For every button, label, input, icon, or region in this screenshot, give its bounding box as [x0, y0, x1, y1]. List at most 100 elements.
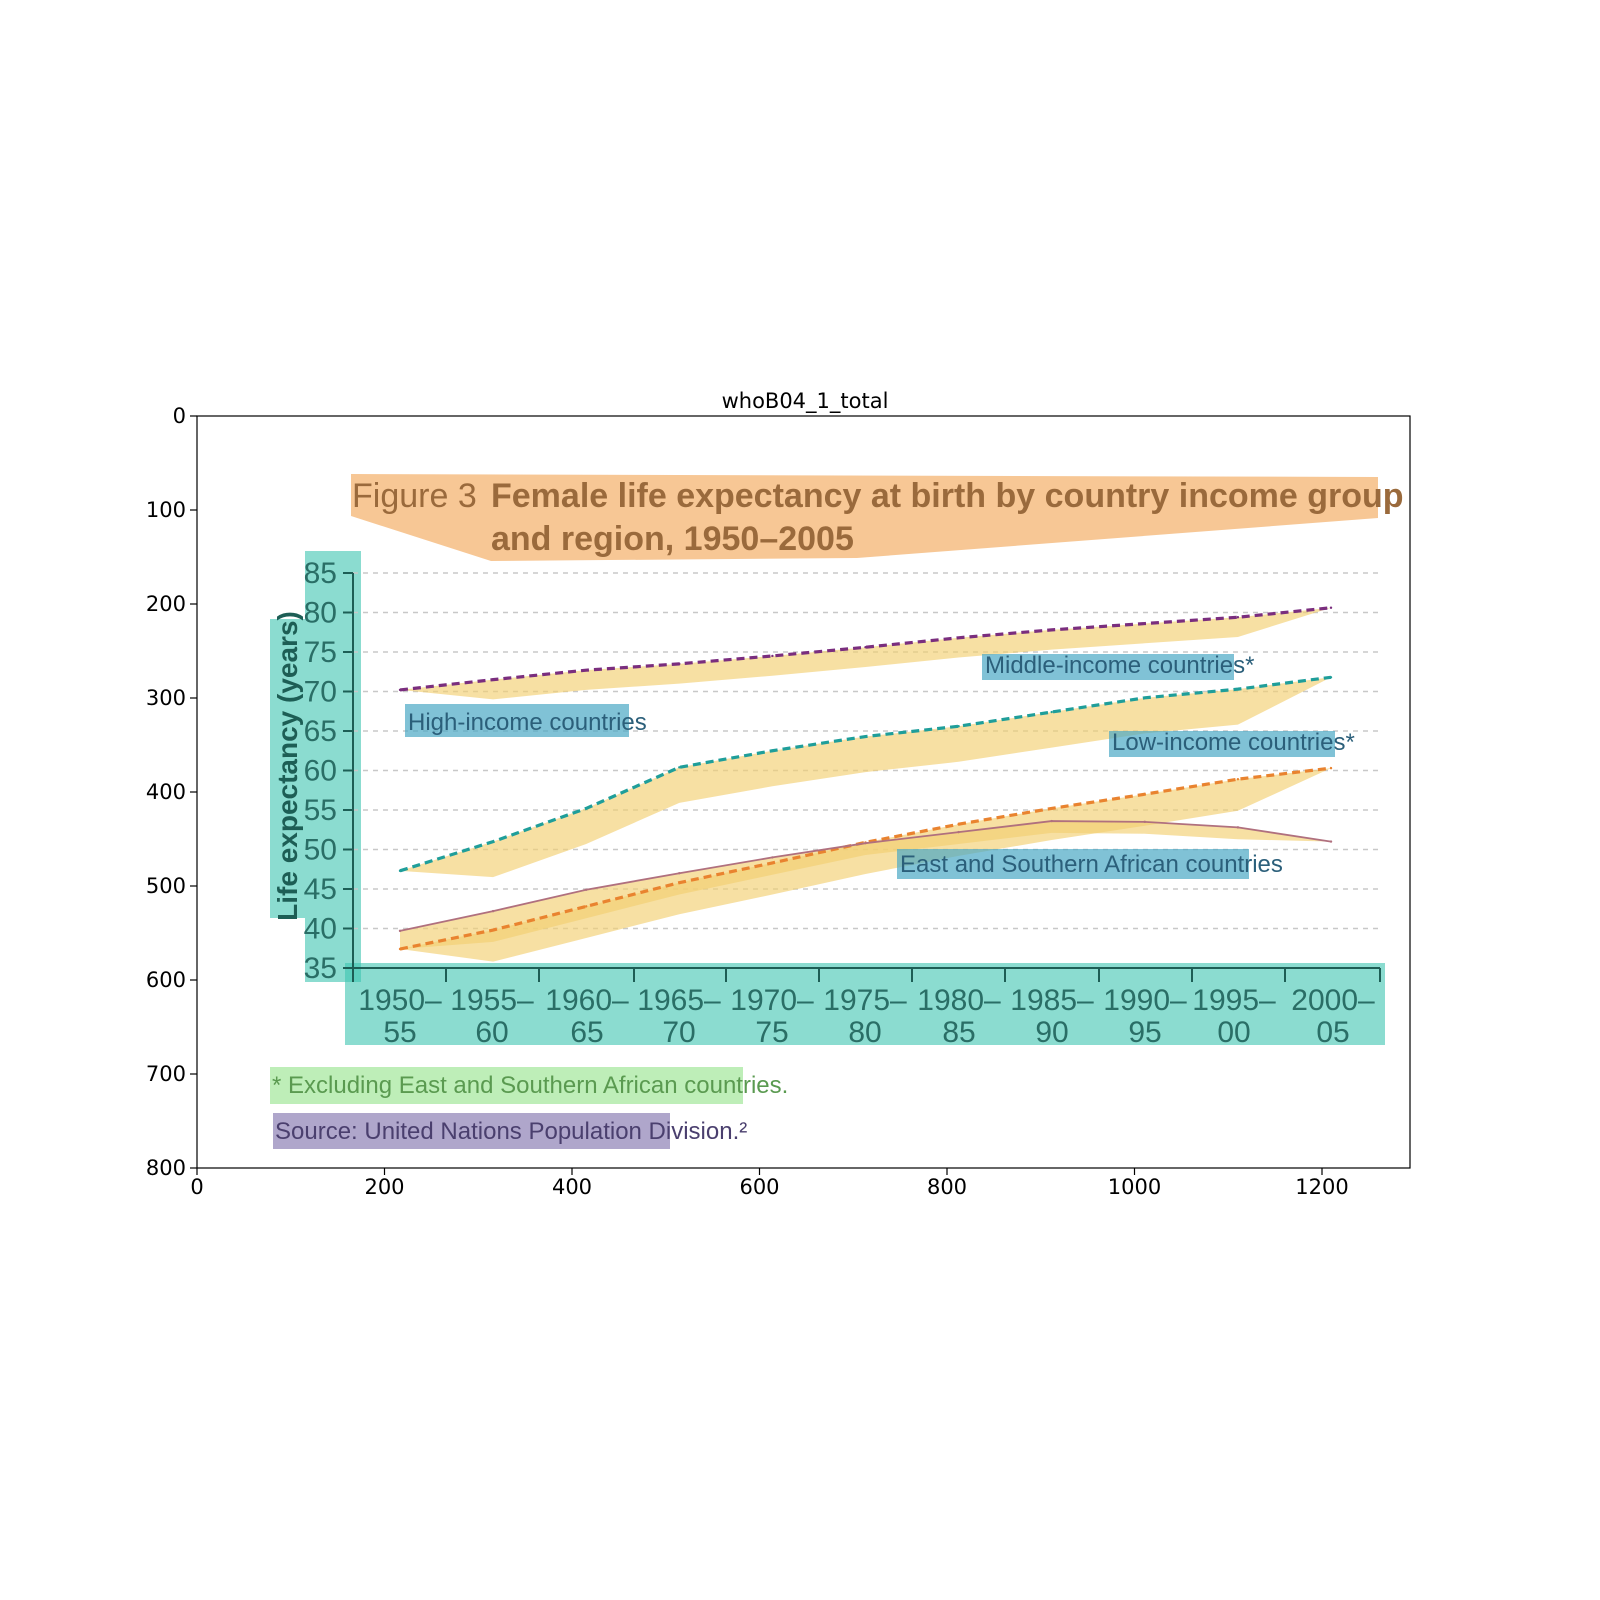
series-point [398, 947, 402, 951]
y-tick-label: 55 [304, 794, 337, 827]
chart-y-ticks: 35 40 45 50 55 60 65 70 75 80 85 [304, 557, 353, 985]
series-point [1236, 826, 1240, 829]
y-tick-label: 65 [304, 715, 337, 748]
y-tick-label: 70 [304, 676, 337, 709]
y-tick-label: 80 [304, 597, 337, 630]
x-tick-label: 1980– 85 [917, 984, 1001, 1049]
figure-title-line1: Female life expectancy at birth by count… [491, 477, 1404, 515]
series-point [678, 881, 681, 884]
frame-x-tick-label: 400 [552, 1175, 592, 1199]
series-point [957, 823, 960, 826]
series-label-box [897, 849, 1249, 879]
footnote: * Excluding East and Southern African co… [272, 1072, 788, 1099]
source-box [273, 1113, 670, 1149]
frame-y-tick-label: 0 [173, 404, 186, 428]
series-label-box [1109, 731, 1335, 757]
series-point [771, 856, 774, 859]
frame-y-tick-label: 500 [146, 874, 186, 898]
title-banner [351, 474, 1378, 561]
series-label-box [405, 704, 629, 737]
series-point [491, 840, 495, 843]
frame-y-tick-label: 700 [146, 1062, 186, 1086]
series-point [1050, 819, 1053, 823]
x-tick-label: 1995– 00 [1192, 984, 1276, 1049]
x-tick-label: 1960– 65 [545, 984, 629, 1049]
series-point [1329, 606, 1333, 609]
series-point [491, 928, 495, 932]
x-tick-label: 1950– 55 [358, 984, 442, 1049]
series-line [399, 606, 1332, 692]
x-tick-label: 2000– 05 [1291, 984, 1375, 1049]
frame-x-tick-label: 0 [190, 1175, 203, 1199]
series-point [491, 909, 495, 913]
series-point [1143, 696, 1147, 700]
y-tick-label: 50 [304, 834, 337, 867]
y-tick-label: 40 [304, 913, 337, 946]
series-band [400, 607, 1331, 700]
series-point [585, 807, 588, 810]
series-point [1236, 777, 1240, 781]
chart-bands [400, 607, 1331, 962]
y-axis-tick-box [305, 551, 361, 982]
y-tick-label: 35 [304, 952, 337, 985]
frame-y-tick-label: 400 [146, 780, 186, 804]
series-point [491, 678, 495, 681]
x-axis-tick-box [345, 963, 1385, 1045]
series-point [1236, 616, 1240, 619]
series-point [1050, 807, 1053, 810]
series-point [585, 668, 588, 672]
series-label: Middle-income countries* [985, 652, 1254, 679]
source-note: Source: United Nations Population Divisi… [275, 1118, 747, 1145]
x-tick-label: 1990– 95 [1103, 984, 1187, 1049]
figure-title-prefix: Figure 3 [352, 477, 477, 515]
series-point [771, 654, 774, 658]
series-point [957, 830, 960, 834]
series-band [400, 821, 1331, 950]
series-labels: High-income countries Middle-income count… [405, 652, 1355, 879]
y-tick-label: 85 [304, 557, 337, 590]
series-point [678, 872, 681, 875]
frame-y-tick-label: 100 [146, 498, 186, 522]
frame-title: whoB04_1_total [722, 389, 889, 414]
y-axis-label-box [270, 619, 305, 918]
series-point [1329, 840, 1333, 843]
series-band [400, 768, 1331, 962]
frame-x-tick-label: 200 [364, 1175, 404, 1199]
series-point [678, 766, 681, 769]
series-point [957, 725, 960, 728]
series-point [585, 888, 588, 891]
series-point [1329, 766, 1333, 770]
series-point [957, 636, 960, 639]
frame-y-tick-label: 200 [146, 592, 186, 616]
series-point [1050, 628, 1053, 632]
y-tick-label: 45 [304, 873, 337, 906]
x-tick-label: 1955– 60 [450, 984, 534, 1049]
y-tick-label: 75 [304, 636, 337, 669]
frame-ticks: 0 200 400 600 800 1000 1200 0 100 200 300 400 500 600… [146, 404, 1349, 1199]
series-point [864, 646, 867, 649]
series-band [400, 677, 1331, 878]
series-point [1143, 622, 1147, 625]
series-label-box [982, 654, 1234, 680]
footnote-box [270, 1067, 743, 1104]
series-label: Low-income countries* [1112, 729, 1355, 756]
series-point [1329, 676, 1333, 679]
x-tick-label: 1965– 70 [637, 984, 721, 1049]
series-point [398, 869, 402, 873]
x-tick-label: 1975– 80 [823, 984, 907, 1049]
y-axis-label: Life expectancy (years) [272, 611, 303, 921]
series-point [771, 861, 774, 865]
frame-y-tick-label: 800 [146, 1156, 186, 1180]
series-label: High-income countries [408, 709, 647, 736]
series-point [398, 929, 402, 933]
frame-x-tick-label: 800 [927, 1175, 967, 1199]
frame-y-tick-label: 600 [146, 968, 186, 992]
y-tick-label: 60 [304, 755, 337, 788]
series-point [1143, 793, 1147, 796]
series-line [399, 766, 1332, 951]
frame-x-tick-label: 1000 [1108, 1175, 1161, 1199]
chart-series [398, 606, 1333, 951]
series-label: East and Southern African countries [900, 851, 1283, 878]
series-point [864, 841, 867, 845]
